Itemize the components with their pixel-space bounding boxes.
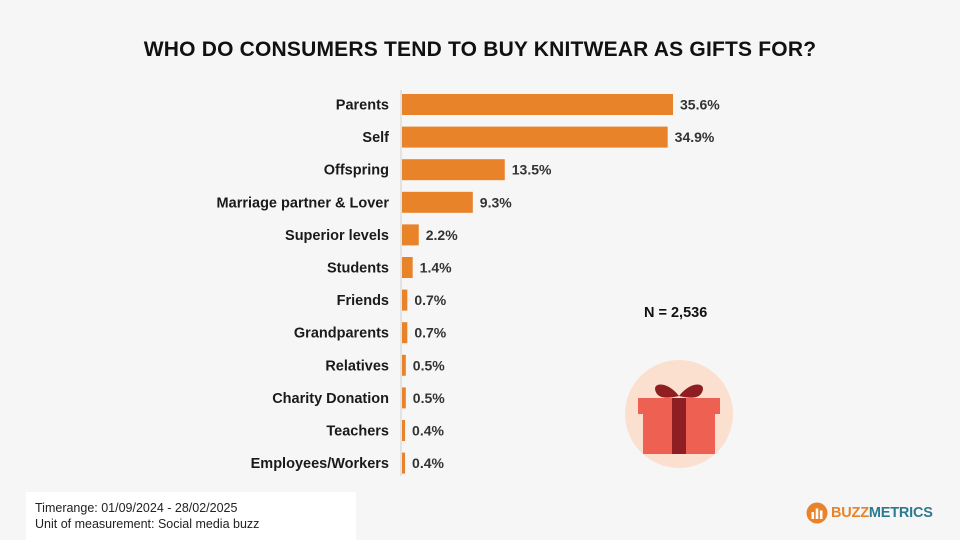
- bar-offspring: [402, 159, 505, 181]
- category-label: Offspring: [324, 163, 389, 179]
- bar-relatives: [402, 354, 406, 376]
- value-label: 2.2%: [426, 227, 458, 243]
- value-label: 13.5%: [512, 162, 552, 178]
- value-label: 0.4%: [412, 423, 444, 439]
- unit-text: Unit of measurement: Social media buzz: [35, 517, 260, 531]
- category-label: Friends: [337, 293, 389, 309]
- category-label: Teachers: [326, 424, 389, 440]
- timerange-text: Timerange: 01/09/2024 - 28/02/2025: [35, 501, 238, 515]
- value-label: 0.5%: [413, 390, 445, 406]
- bar-charity-donation: [402, 387, 406, 409]
- sample-size-label: N = 2,536: [644, 305, 708, 321]
- brand-name-part2: METRICS: [868, 505, 933, 521]
- value-label: 35.6%: [680, 97, 720, 113]
- value-label: 0.5%: [413, 357, 445, 373]
- value-label: 0.4%: [412, 455, 444, 471]
- bar-grandparents: [402, 322, 408, 344]
- category-label: Marriage partner & Lover: [217, 195, 390, 211]
- category-label: Employees/Workers: [251, 456, 389, 472]
- bar-friends: [402, 289, 408, 311]
- value-label: 9.3%: [480, 194, 512, 210]
- category-label: Parents: [336, 98, 389, 114]
- bar-marriage-partner-lover: [402, 191, 473, 213]
- value-label: 34.9%: [675, 129, 715, 145]
- brand-logo: BUZZMETRICS: [806, 502, 933, 524]
- bar-students: [402, 257, 413, 278]
- category-label: Charity Donation: [272, 391, 389, 407]
- bar-parents: [402, 94, 673, 115]
- category-label: Superior levels: [285, 228, 389, 244]
- bar-self: [402, 126, 668, 148]
- value-label: 0.7%: [414, 325, 446, 341]
- value-label: 1.4%: [420, 260, 452, 276]
- gift-box-icon: [625, 360, 733, 468]
- category-label: Grandparents: [294, 326, 389, 342]
- brand-name-part1: BUZZ: [831, 505, 869, 521]
- footer-panel: [26, 492, 356, 540]
- category-label: Self: [362, 130, 389, 146]
- value-label: 0.7%: [414, 292, 446, 308]
- bar-employees-workers: [402, 452, 406, 474]
- chart-title: WHO DO CONSUMERS TEND TO BUY KNITWEAR AS…: [143, 38, 817, 61]
- bar-teachers: [402, 420, 406, 441]
- category-label: Students: [327, 261, 389, 277]
- category-label: Relatives: [325, 358, 389, 374]
- bar-superior-levels: [402, 224, 419, 246]
- buzzmetrics-logo-icon: [806, 502, 828, 524]
